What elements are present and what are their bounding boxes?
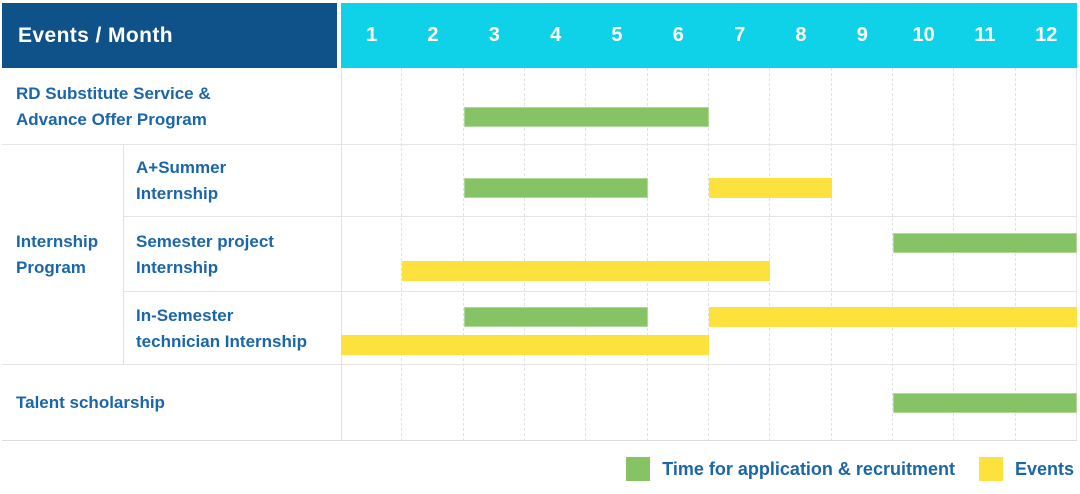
group-label-line: Internship [16, 232, 99, 251]
legend-label: Events [1014, 458, 1074, 479]
row-label-line: Talent scholarship [16, 393, 165, 412]
month-gridline-cell [893, 68, 955, 441]
label-column-divider [341, 68, 342, 441]
gantt-bar-application [893, 233, 1077, 253]
month-label: 7 [734, 24, 746, 46]
month-gridline-cell [1016, 68, 1077, 441]
month-label: 2 [427, 24, 439, 46]
gantt-bar-event [709, 307, 1077, 327]
month-label: 1 [366, 24, 378, 46]
row-divider [2, 364, 1077, 365]
month-label: 10 [912, 24, 935, 46]
month-header-row: 1 2 3 4 5 6 7 8 9 10 11 12 [341, 3, 1077, 68]
gantt-bar-event [402, 261, 771, 281]
row-label-line: A+Summer [136, 158, 227, 177]
row-label-line: In-Semester [136, 305, 234, 325]
gantt-bar-application [463, 307, 648, 327]
legend-swatch-yellow [978, 457, 1003, 481]
row-label-line: RD Substitute Service & [16, 83, 211, 103]
month-gridlines [341, 68, 1077, 441]
row-label-rd-substitute: RD Substitute Service & Advance Offer Pr… [2, 68, 339, 145]
month-gridline-cell [402, 68, 464, 441]
table-header-title: Events / Month [18, 23, 173, 47]
month-label: 9 [856, 24, 868, 46]
row-label-line: technician Internship [136, 331, 307, 351]
bars-layer [341, 68, 1077, 441]
month-gridline-cell [525, 68, 587, 441]
table-header-cell: Events / Month [2, 3, 337, 68]
row-divider [124, 216, 1077, 217]
month-label: 5 [611, 24, 623, 46]
row-label-talent-scholarship: Talent scholarship [2, 365, 339, 441]
month-gridline-cell [709, 68, 771, 441]
legend-item-application: Time for application & recruitment [626, 457, 955, 481]
group-label-line: Program [16, 258, 86, 277]
row-label-line: Internship [136, 184, 219, 203]
row-label-semester-project: Semester project Internship [124, 217, 340, 292]
gantt-bar-application [893, 393, 1077, 413]
gantt-bar-application [463, 107, 709, 127]
month-gridline-cell [832, 68, 893, 441]
month-gridline-cell [954, 68, 1016, 441]
row-divider [124, 291, 1077, 292]
gantt-bar-event [709, 178, 832, 198]
month-label: 8 [795, 24, 807, 46]
row-label-a-plus-summer: A+Summer Internship [124, 145, 340, 217]
month-label: 12 [1035, 24, 1058, 46]
gantt-bar-event [341, 335, 709, 355]
month-gridline-cell [464, 68, 525, 441]
month-label: 4 [550, 24, 562, 46]
legend-swatch-green [626, 457, 651, 481]
legend-label: Time for application & recruitment [662, 458, 955, 479]
month-gridline-cell [341, 68, 403, 441]
month-gridline-cell [648, 68, 709, 441]
row-label-line: Semester project [136, 231, 274, 251]
group-label-internship-program: Internship Program [2, 145, 124, 365]
row-divider [2, 144, 1077, 145]
legend: Time for application & recruitment Event… [626, 457, 1074, 481]
legend-item-events: Events [978, 457, 1074, 481]
month-label: 6 [672, 24, 684, 46]
row-label-line: Advance Offer Program [16, 109, 207, 129]
gantt-bar-application [463, 178, 648, 198]
month-label: 3 [488, 24, 500, 46]
month-gridline-cell [770, 68, 832, 441]
month-label: 11 [974, 24, 996, 46]
row-label-line: Internship [136, 257, 219, 277]
table-bottom-border [2, 440, 1077, 441]
month-gridline-cell [586, 68, 648, 441]
row-label-in-semester-technician: In-Semester technician Internship [124, 292, 340, 365]
